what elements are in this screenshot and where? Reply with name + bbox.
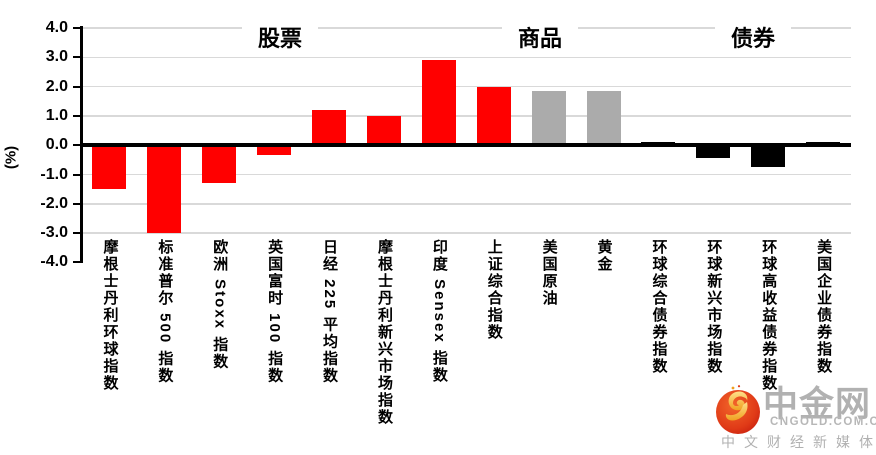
y-tick-label: 0.0 bbox=[45, 136, 68, 154]
bar-stocks bbox=[366, 115, 401, 146]
y-axis-tick bbox=[73, 27, 82, 29]
bar-bonds bbox=[751, 145, 786, 168]
gridline bbox=[82, 232, 851, 234]
category-label: 标准普尔 500 指数 bbox=[156, 239, 174, 385]
category-label: 摩根士丹利环球指数 bbox=[101, 239, 119, 392]
watermark-brand-text: 中金网 bbox=[763, 385, 872, 424]
bar-stocks bbox=[202, 145, 237, 184]
cngold-logo-icon bbox=[716, 384, 762, 436]
gridline bbox=[82, 56, 851, 59]
bar-stocks bbox=[257, 145, 292, 156]
y-tick-label: 3.0 bbox=[45, 48, 68, 66]
section-label: 债券 bbox=[714, 26, 792, 52]
bar-commodities bbox=[531, 90, 566, 146]
gridline bbox=[82, 115, 851, 117]
gridline bbox=[82, 173, 851, 176]
x-axis-zero-line bbox=[82, 143, 851, 147]
bar-stocks bbox=[476, 86, 511, 146]
y-tick-label: 2.0 bbox=[45, 77, 68, 95]
section-label: 商品 bbox=[501, 26, 579, 52]
category-label: 印度 Sensex 指数 bbox=[430, 239, 448, 384]
category-label: 欧洲 Stoxx 指数 bbox=[211, 239, 229, 371]
y-tick-label: -4.0 bbox=[40, 253, 68, 271]
bar-stocks bbox=[92, 145, 127, 190]
y-axis-tick bbox=[73, 173, 82, 176]
y-tick-label: -2.0 bbox=[40, 194, 68, 212]
category-label: 环球综合债券指数 bbox=[650, 239, 668, 375]
bar-stocks bbox=[312, 110, 347, 146]
watermark-domain-text: CNGOLD.COM.CN bbox=[770, 416, 876, 428]
y-tick-label: -1.0 bbox=[40, 165, 68, 183]
bar-commodities bbox=[586, 90, 621, 146]
category-label: 英国富时 100 指数 bbox=[266, 239, 284, 385]
bar-stocks bbox=[421, 60, 456, 146]
watermark-tagline-text: 中文财经新媒体 bbox=[721, 434, 876, 450]
y-axis-tick bbox=[73, 56, 82, 59]
y-axis-tick bbox=[73, 114, 82, 117]
category-label: 美国原油 bbox=[540, 239, 558, 307]
y-axis-line bbox=[79, 26, 83, 264]
y-axis-tick bbox=[73, 202, 82, 205]
category-label: 上证综合指数 bbox=[485, 239, 503, 341]
gridline bbox=[82, 27, 851, 29]
y-axis-tick bbox=[73, 85, 82, 88]
gridline bbox=[82, 203, 851, 205]
section-label: 股票 bbox=[241, 26, 319, 52]
category-label: 日经 225 平均指数 bbox=[321, 239, 339, 385]
category-label: 环球高收益债券指数 bbox=[760, 239, 778, 392]
y-tick-label: 4.0 bbox=[45, 19, 68, 36]
gridline bbox=[82, 85, 851, 88]
y-axis-tick bbox=[73, 144, 82, 147]
y-tick-label: -3.0 bbox=[40, 224, 68, 242]
category-label: 黄金 bbox=[595, 239, 613, 273]
y-axis-tick bbox=[73, 232, 82, 235]
category-label: 环球新兴市场指数 bbox=[705, 239, 723, 375]
y-axis-tick bbox=[73, 261, 82, 264]
category-label: 摩根士丹利新兴市场指数 bbox=[375, 239, 393, 426]
category-label: 美国企业债券指数 bbox=[815, 239, 833, 375]
bar-stocks bbox=[147, 145, 182, 234]
y-tick-label: 1.0 bbox=[45, 106, 68, 124]
bar-bonds bbox=[696, 145, 731, 159]
